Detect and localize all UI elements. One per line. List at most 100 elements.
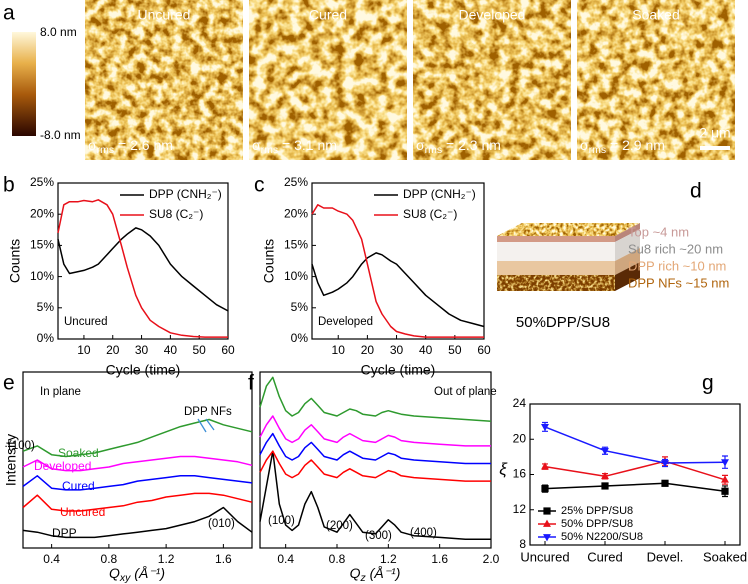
series-line xyxy=(544,460,726,481)
y-tick-label: 15% xyxy=(284,238,308,252)
afm-roughness: σrms = 2.6 nm xyxy=(88,137,173,156)
afm-image xyxy=(577,0,735,160)
y-tick-label: 25% xyxy=(30,175,54,189)
text-part: = 2.6 nm xyxy=(114,137,173,153)
x-tick-label: 1.2 xyxy=(380,552,397,566)
annotation: Out of plane xyxy=(434,386,497,398)
series-line xyxy=(57,199,228,338)
y-tick-label: 10% xyxy=(284,269,308,283)
x-tick-label: 30 xyxy=(135,343,149,357)
panel-letter: f xyxy=(248,372,254,395)
text-part: σ xyxy=(88,137,97,153)
marker xyxy=(541,462,549,470)
x-tick-label: 20 xyxy=(106,343,120,357)
scale-bar xyxy=(700,146,730,150)
marker xyxy=(543,534,551,542)
x-tick-label: Devel. xyxy=(647,549,684,564)
layer-label: Top ~4 nm xyxy=(628,224,689,239)
afm-image xyxy=(85,0,243,160)
x-tick-label: Cured xyxy=(587,549,622,564)
plot-frame xyxy=(57,182,229,340)
y-tick-label: 16 xyxy=(513,467,527,481)
annotation: (400) xyxy=(410,527,437,539)
x-tick-label: 50 xyxy=(448,343,462,357)
annotation-arrow xyxy=(197,418,207,433)
y-tick-label: 12 xyxy=(513,502,527,516)
film-schematic xyxy=(497,223,640,291)
x-tick-label: 10 xyxy=(77,343,91,357)
annotation: (100) xyxy=(8,440,35,452)
series-label: Developed xyxy=(34,459,91,473)
panel-letter: d xyxy=(690,180,702,203)
y-tick-label: 20% xyxy=(284,206,308,220)
x-axis-label: Cycle (time) xyxy=(361,362,436,378)
series-label: DPP xyxy=(52,526,77,540)
legend-label: SU8 (C₂⁻) xyxy=(403,207,457,221)
y-tick-label: 20 xyxy=(513,431,527,445)
x-tick-label: 30 xyxy=(390,343,404,357)
annotation: Uncured xyxy=(64,316,107,328)
plot-frame xyxy=(311,182,485,340)
annotation: Developed xyxy=(318,316,373,328)
x-tick-label: 40 xyxy=(419,343,433,357)
marker xyxy=(661,460,669,468)
x-tick-label: 60 xyxy=(477,343,491,357)
y-axis-label: Intensity xyxy=(3,434,19,486)
y-tick-label: 20% xyxy=(30,206,54,220)
text-part: rms xyxy=(425,144,443,156)
series-line xyxy=(259,415,491,447)
layer-label: DPP rich ~10 nm xyxy=(628,258,726,273)
x-tick-label: 0.8 xyxy=(101,552,118,566)
series-line xyxy=(259,450,491,482)
text-part: σ xyxy=(580,137,589,153)
x-tick-label: 0.4 xyxy=(277,552,294,566)
series-line xyxy=(259,376,492,423)
series-line xyxy=(22,455,253,472)
text-part: σ xyxy=(416,137,425,153)
plot-frame xyxy=(259,371,492,549)
marker xyxy=(601,482,609,490)
text-part: σ xyxy=(252,137,261,153)
annotation: (300) xyxy=(365,530,392,542)
x-tick-label: 1.6 xyxy=(431,552,448,566)
series-line xyxy=(544,426,726,464)
text-part: = 2.9 nm xyxy=(606,137,665,153)
legend-label: 50% N2200/SU8 xyxy=(561,531,643,543)
series-line xyxy=(311,252,485,328)
series-line xyxy=(57,227,229,312)
text-part: rms xyxy=(261,144,279,156)
series-label: Cured xyxy=(62,479,95,493)
text-part: (Å⁻¹) xyxy=(130,565,165,581)
scale-bar-label: 2 μm xyxy=(699,125,730,141)
marker xyxy=(543,519,551,527)
text-part: = 3.1 nm xyxy=(278,137,337,153)
afm-roughness: σrms = 2.3 nm xyxy=(416,137,501,156)
x-axis-label: Qxy (Å⁻¹) xyxy=(109,565,165,584)
text-part: Q xyxy=(109,565,120,581)
annotation: (200) xyxy=(326,520,353,532)
marker xyxy=(721,459,729,467)
x-tick-label: 50 xyxy=(193,343,207,357)
series-line xyxy=(22,475,253,491)
afm-image xyxy=(249,0,407,160)
x-tick-label: 10 xyxy=(332,343,346,357)
y-tick-label: 5% xyxy=(291,300,309,314)
afm-roughness: σrms = 2.9 nm xyxy=(580,137,665,156)
x-axis-label: Cycle (time) xyxy=(106,362,181,378)
x-tick-label: Soaked xyxy=(703,549,747,564)
y-tick-label: 5% xyxy=(37,300,55,314)
layer-label: DPP NFs ~15 nm xyxy=(628,275,729,290)
afm-image xyxy=(413,0,571,160)
text-part: xy xyxy=(119,572,131,584)
annotation: (100) xyxy=(268,515,295,527)
text-part: rms xyxy=(97,144,115,156)
panel-letter: c xyxy=(254,174,265,197)
series-line xyxy=(22,492,253,512)
afm-title: Soaked xyxy=(632,7,679,23)
series-line xyxy=(259,450,491,540)
x-tick-label: 0.4 xyxy=(43,552,60,566)
x-axis-label: Qz (Å⁻¹) xyxy=(350,565,401,584)
marker xyxy=(721,475,729,483)
